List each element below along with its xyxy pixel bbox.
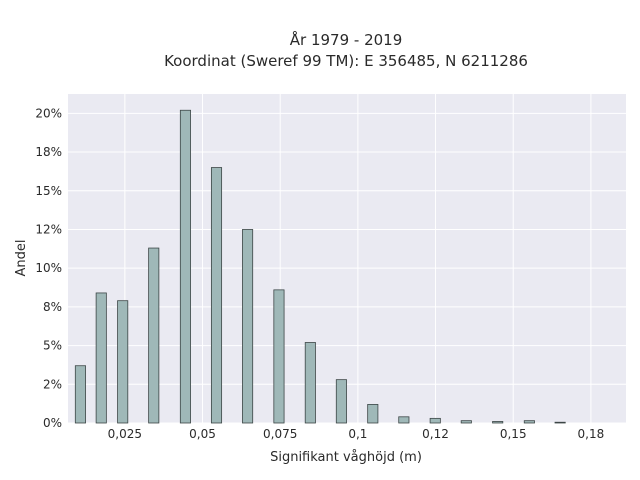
chart-title: År 1979 - 2019 — [290, 30, 403, 49]
y-axis-label: Andel — [14, 240, 29, 277]
x-tick-label: 0,1 — [348, 427, 367, 441]
x-tick-labels: 0,025 0,05 0,075 0,1 0,12 0,15 0,18 — [108, 427, 605, 441]
histogram-bar — [492, 421, 504, 424]
histogram-bar — [273, 289, 285, 424]
x-tick-label: 0,18 — [578, 427, 605, 441]
histogram-bar — [179, 109, 191, 424]
histogram-bar — [398, 416, 410, 424]
x-axis-label: Signifikant våghöjd (m) — [270, 450, 422, 465]
histogram-bar — [210, 167, 223, 424]
histogram-bar — [74, 365, 86, 424]
chart-subtitle: Koordinat (Sweref 99 TM): E 356485, N 62… — [164, 52, 528, 70]
grid-lines — [68, 94, 626, 424]
histogram-bar — [523, 420, 535, 424]
histogram-bar — [429, 417, 441, 424]
x-tick-label: 0,05 — [189, 427, 216, 441]
histogram-bar — [242, 229, 254, 424]
bars — [74, 109, 566, 424]
y-tick-label: 2% — [43, 377, 62, 391]
histogram-bar — [460, 420, 472, 424]
y-tick-label: 20% — [35, 106, 62, 120]
y-tick-label: 18% — [35, 145, 62, 159]
histogram-bar — [304, 342, 316, 424]
x-tick-label: 0,15 — [500, 427, 527, 441]
y-tick-label: 15% — [35, 184, 62, 198]
histogram-bar — [335, 379, 347, 424]
histogram-bar — [554, 421, 566, 424]
histogram-bar — [95, 292, 107, 424]
plot-area — [68, 94, 626, 423]
histogram-bar — [148, 247, 160, 424]
y-tick-label: 5% — [43, 339, 62, 353]
y-tick-label: 12% — [35, 222, 62, 236]
x-tick-label: 0,12 — [422, 427, 449, 441]
y-tick-labels: 0% 2% 5% 8% 10% 12% 15% 18% 20% — [35, 106, 62, 430]
histogram-bar — [117, 300, 129, 424]
y-tick-label: 0% — [43, 416, 62, 430]
x-tick-label: 0,025 — [108, 427, 142, 441]
histogram-bar — [367, 404, 379, 424]
x-tick-label: 0,075 — [263, 427, 297, 441]
y-tick-label: 10% — [35, 261, 62, 275]
y-tick-label: 8% — [43, 300, 62, 314]
